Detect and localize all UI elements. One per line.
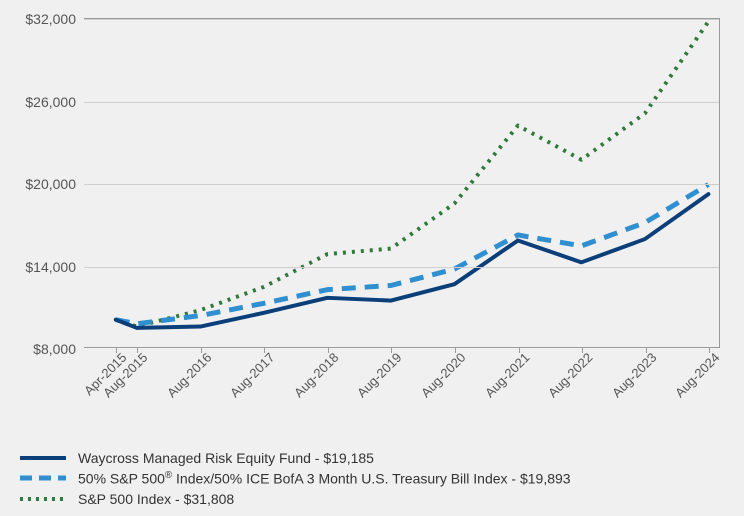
- y-axis-label: $8,000: [33, 341, 84, 357]
- legend-swatch-sp500: [20, 492, 66, 506]
- legend: Waycross Managed Risk Equity Fund - $19,…: [20, 450, 571, 511]
- y-axis-label: $26,000: [25, 94, 84, 110]
- y-axis-label: $20,000: [25, 176, 84, 192]
- x-axis-label: Aug-2016: [164, 350, 214, 400]
- chart-lines: [84, 19, 719, 347]
- series-blend: [116, 184, 709, 323]
- x-axis-label: Aug-2021: [482, 350, 532, 400]
- legend-item-blend: 50% S&P 500® Index/50% ICE BofA 3 Month …: [20, 470, 571, 487]
- gridline: [84, 184, 719, 185]
- x-axis-label: Aug-2017: [227, 350, 277, 400]
- legend-item-waycross: Waycross Managed Risk Equity Fund - $19,…: [20, 450, 571, 466]
- x-axis-label: Aug-2018: [291, 350, 341, 400]
- gridline: [84, 102, 719, 103]
- legend-label: 50% S&P 500® Index/50% ICE BofA 3 Month …: [78, 470, 571, 487]
- x-axis-label: Aug-2019: [354, 350, 404, 400]
- x-axis-label: Aug-2022: [545, 350, 595, 400]
- legend-item-sp500: S&P 500 Index - $31,808: [20, 491, 571, 507]
- y-axis-label: $32,000: [25, 11, 84, 27]
- legend-swatch-blend: [20, 471, 66, 485]
- gridline: [84, 19, 719, 20]
- x-axis-label: Aug-2023: [609, 350, 659, 400]
- plot-area: $8,000$14,000$20,000$26,000$32,000Apr-20…: [84, 18, 720, 348]
- legend-label: S&P 500 Index - $31,808: [78, 491, 234, 507]
- gridline: [84, 267, 719, 268]
- x-axis-label: Aug-2020: [418, 350, 468, 400]
- legend-label: Waycross Managed Risk Equity Fund - $19,…: [78, 450, 374, 466]
- x-axis-label: Aug-2024: [672, 350, 722, 400]
- legend-swatch-waycross: [20, 451, 66, 465]
- y-axis-label: $14,000: [25, 259, 84, 275]
